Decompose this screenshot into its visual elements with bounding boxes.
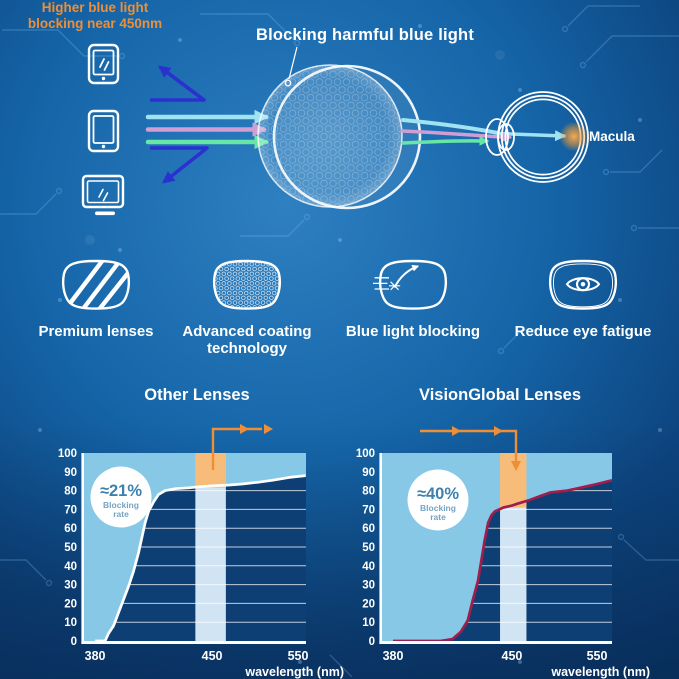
feature-advanced-coating: Advanced coating technology — [165, 257, 329, 358]
x-tick-label: 550 — [288, 649, 309, 663]
eye-lens-outline — [497, 123, 515, 151]
blocking-rate-value: ≈40% — [417, 485, 459, 503]
left-chart-title: Other Lenses — [144, 386, 250, 404]
lens-coating-icon — [212, 259, 282, 310]
feature-label: Advanced coating technology — [182, 323, 312, 358]
cyan-ray-through-lens — [401, 118, 500, 135]
y-tick-label: 40 — [64, 561, 77, 573]
lens-stripes-icon — [61, 259, 131, 310]
x-tick-label: 380 — [85, 649, 106, 663]
y-tick-label: 70 — [64, 504, 77, 516]
chart-visionglobal: 0 10 20 30 40 50 60 70 80 90 100 380 450 550 wavelengt… — [356, 448, 650, 679]
transmission-curve — [95, 474, 306, 643]
chart-other: 0 10 20 30 40 50 60 70 80 90 100 380 450 550 wavelengt… — [58, 448, 344, 679]
y-tick-label: 0 — [71, 636, 77, 648]
y-tick-label: 60 — [64, 523, 77, 535]
reflected-blue-arrow-bottom — [150, 146, 209, 184]
y-tick-label: 100 — [58, 448, 77, 460]
phone-icon — [87, 43, 120, 85]
blocking-rate-value: ≈21% — [100, 482, 142, 500]
y-tick-label: 0 — [369, 636, 375, 648]
y-tick-label: 90 — [64, 467, 77, 479]
y-tick-label: 30 — [64, 580, 77, 592]
transmission-curve — [393, 478, 613, 643]
title-pointer-line — [284, 46, 298, 87]
blocking-rate-bubble — [90, 466, 152, 528]
reflected-blue-arrow-top — [150, 65, 206, 102]
macula-label: Macula — [589, 129, 635, 144]
y-tick-label: 20 — [362, 598, 375, 610]
macula-glow — [559, 121, 589, 152]
y-tick-label: 30 — [362, 580, 375, 592]
y-tick-label: 10 — [362, 617, 375, 629]
blocking-rate-caption: Blocking — [420, 503, 456, 513]
lens-eye-icon — [548, 259, 618, 310]
x-axis — [81, 641, 307, 644]
monitor-icon — [81, 174, 125, 216]
annotation-line1: Higher blue light — [41, 0, 149, 15]
cornea-outline — [485, 118, 509, 156]
feature-premium-lenses: Premium lenses — [14, 257, 178, 340]
feature-blue-light-blocking: Blue light blocking — [331, 257, 495, 340]
450nm-band — [195, 453, 226, 641]
x-axis — [379, 641, 612, 644]
tablet-icon — [87, 109, 120, 153]
pink-ray-through-lens — [400, 129, 502, 139]
y-tick-label: 10 — [64, 617, 77, 629]
y-tick-label: 60 — [362, 523, 375, 535]
annotation-higher-blocking: Higher blue light blocking near 450nm — [0, 0, 190, 33]
x-tick-label: 450 — [202, 649, 223, 663]
x-axis-title: wavelength (nm) — [244, 665, 344, 679]
y-tick-label: 20 — [64, 598, 77, 610]
plot-area — [84, 453, 306, 641]
green-ray-through-lens — [401, 139, 484, 145]
y-tick-label: 50 — [362, 542, 375, 554]
feature-label: Reduce eye fatigue — [514, 323, 652, 340]
blocking-rate-caption: rate — [430, 512, 446, 522]
orange-highlight-band — [500, 453, 527, 508]
blocked-light-area — [382, 453, 612, 641]
y-tick-label: 40 — [362, 561, 375, 573]
y-tick-label: 80 — [64, 486, 77, 498]
feature-reduce-eye-fatigue: Reduce eye fatigue — [501, 257, 665, 340]
lens-honeycomb-coating — [258, 65, 402, 207]
450nm-band — [500, 453, 527, 641]
blue-light-lens — [257, 64, 422, 210]
annotation-line2: blocking near 450nm — [27, 16, 163, 32]
eye-diagram — [485, 91, 589, 183]
y-axis — [379, 453, 382, 644]
feature-label: Premium lenses — [38, 323, 154, 340]
lens-blocking-icon — [373, 259, 448, 310]
blocking-rate-caption: rate — [113, 509, 129, 519]
plot-area — [382, 453, 612, 641]
y-tick-label: 70 — [362, 504, 375, 516]
blocking-rate-caption: Blocking — [103, 500, 139, 510]
feature-label: Blue light blocking — [345, 323, 481, 340]
annotation-connector-left — [211, 424, 273, 470]
y-tick-label: 90 — [362, 467, 375, 479]
x-axis-title: wavelength (nm) — [550, 665, 650, 679]
x-tick-label: 550 — [587, 649, 608, 663]
orange-highlight-band — [195, 453, 226, 488]
diagram-title: Blocking harmful blue light — [255, 26, 475, 44]
y-tick-label: 100 — [356, 448, 375, 460]
blocking-rate-bubble — [407, 469, 469, 531]
y-tick-label: 50 — [64, 542, 77, 554]
right-chart-title: VisionGlobal Lenses — [419, 386, 581, 404]
y-axis — [81, 453, 84, 644]
x-tick-label: 450 — [502, 649, 523, 663]
blocked-light-area — [84, 453, 306, 641]
x-tick-label: 380 — [383, 649, 404, 663]
y-tick-label: 80 — [362, 486, 375, 498]
annotation-connector-right — [420, 426, 521, 471]
